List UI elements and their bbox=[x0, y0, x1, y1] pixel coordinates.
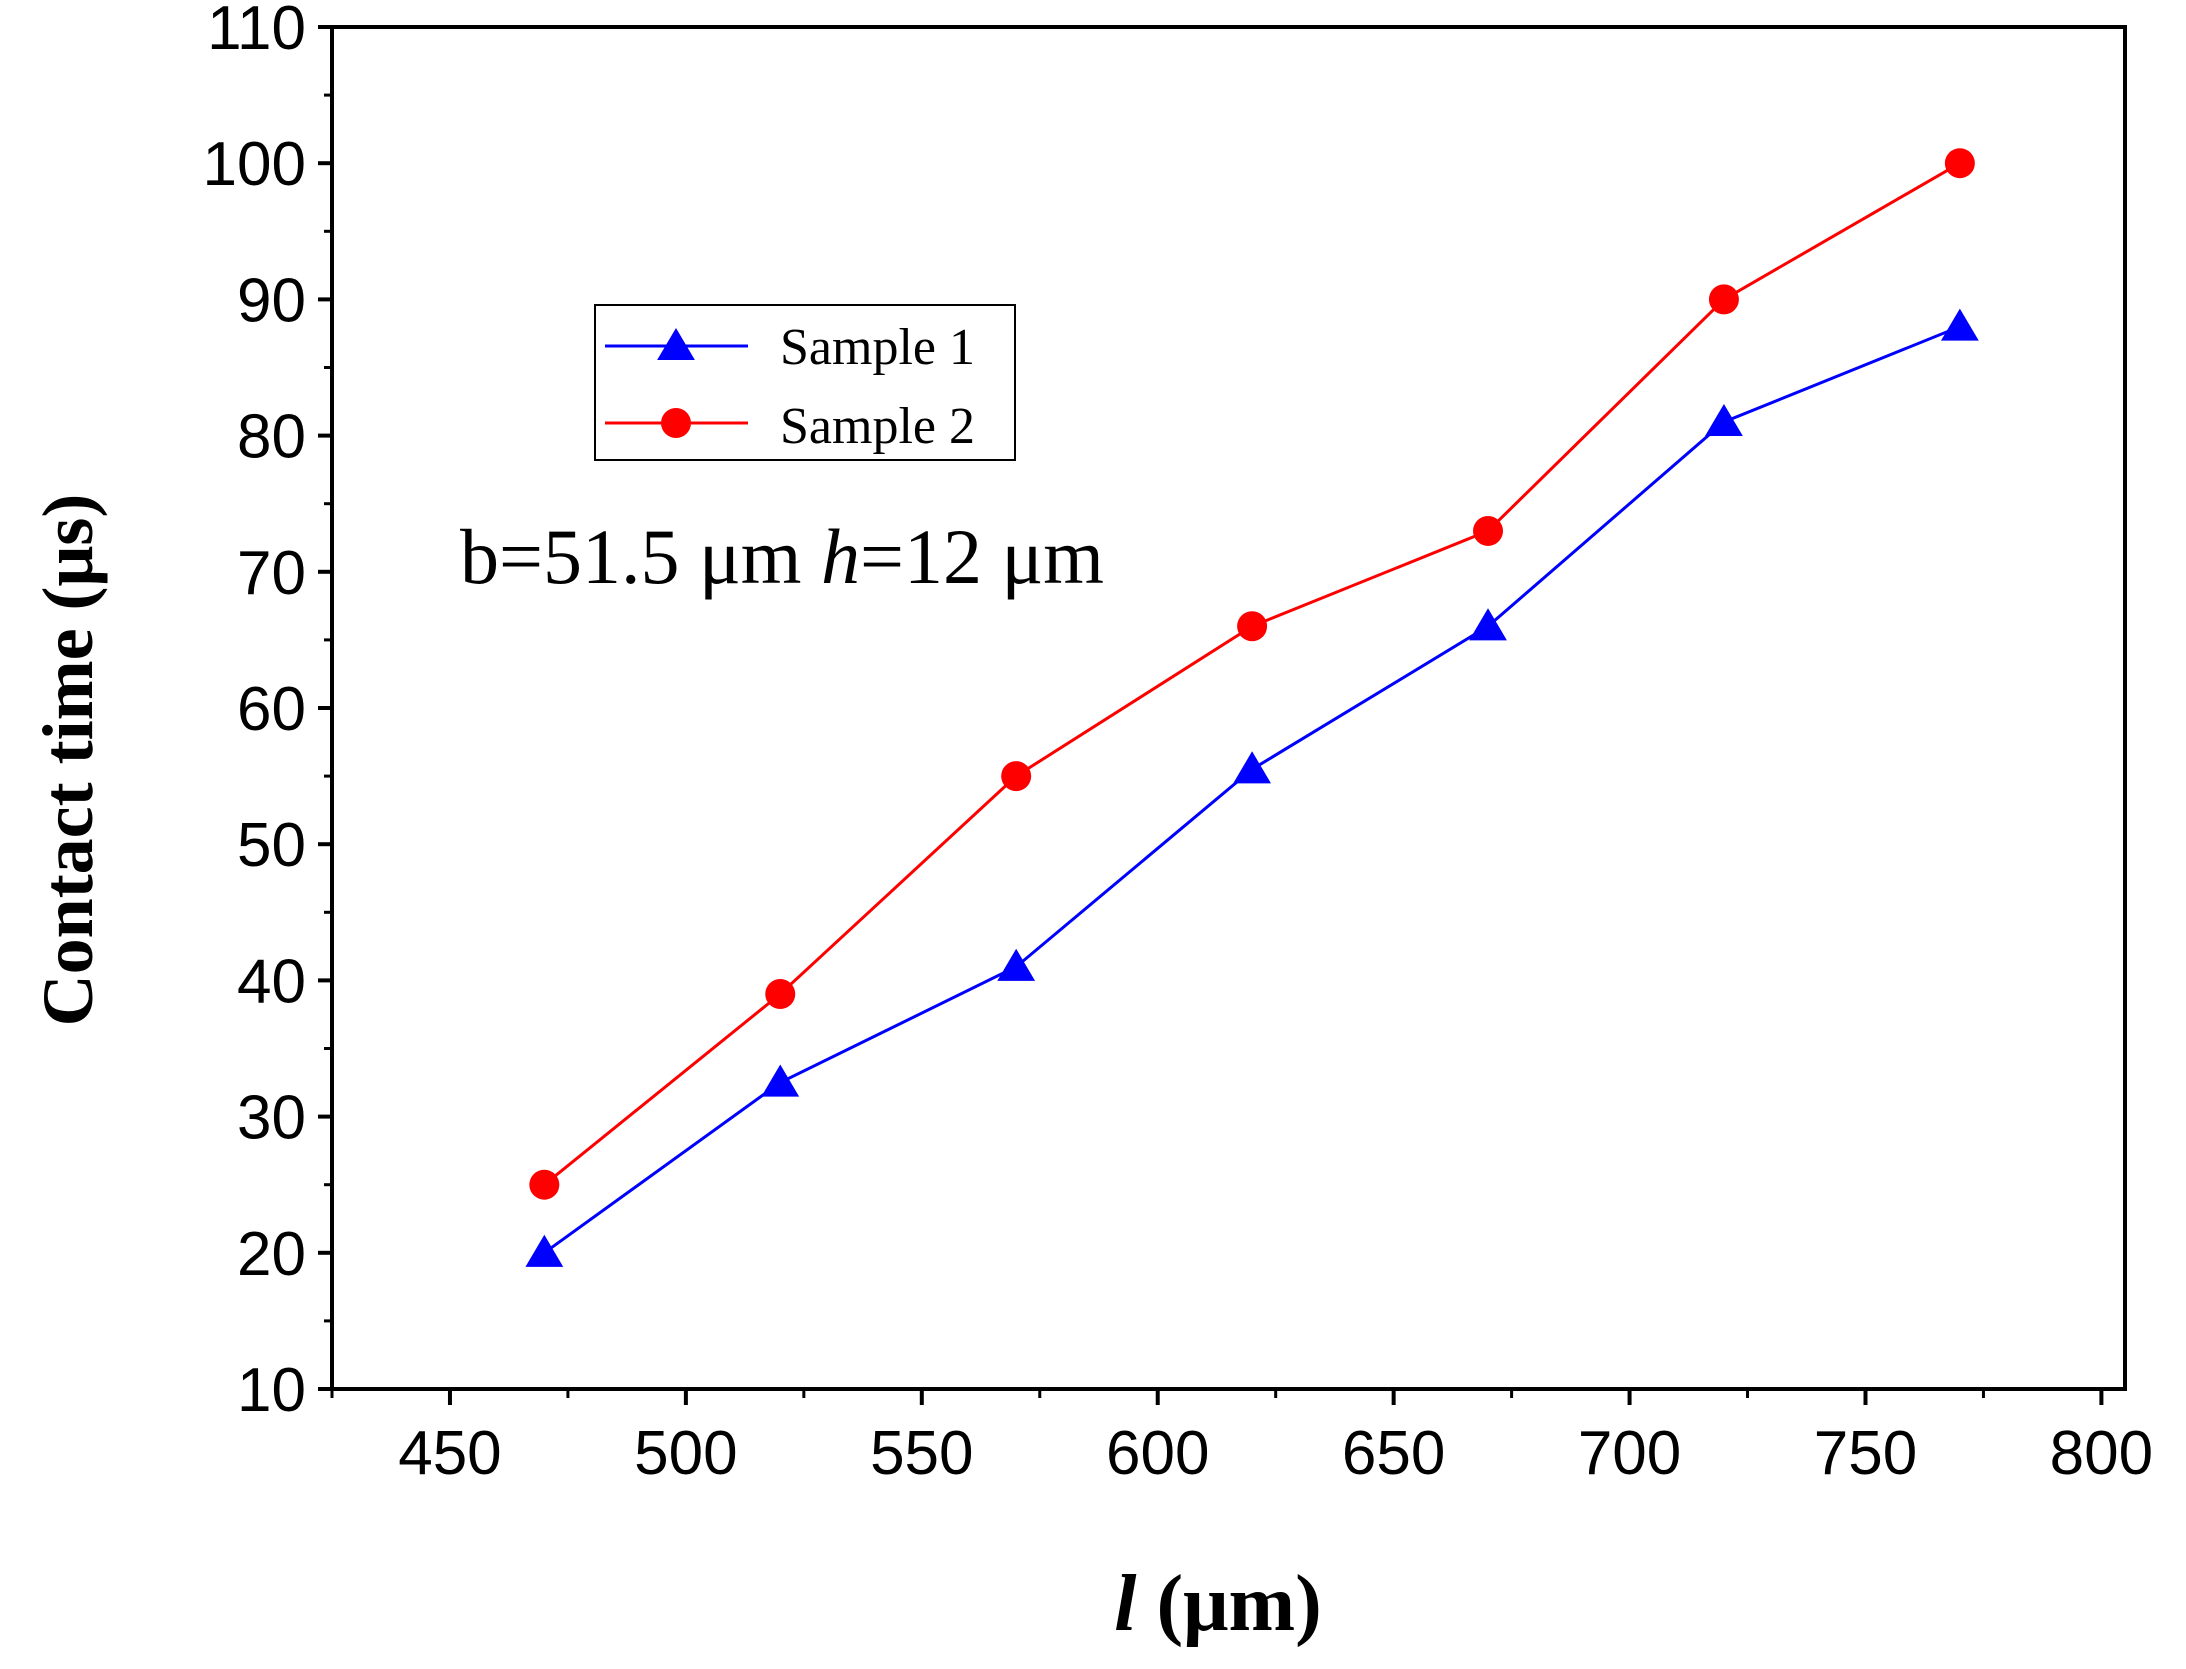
legend: Sample 1 Sample 2 bbox=[594, 304, 1016, 461]
x-tick-label: 600 bbox=[1106, 1419, 1209, 1488]
legend-label-sample-2: Sample 2 bbox=[780, 398, 975, 455]
data-point-sample-1 bbox=[1233, 751, 1271, 784]
annotation-part2: =12 μm bbox=[860, 513, 1104, 600]
y-tick-label: 60 bbox=[237, 675, 306, 744]
parameter-annotation: b=51.5 μm h=12 μm bbox=[460, 513, 1104, 600]
series-layer bbox=[525, 148, 1979, 1267]
x-tick-label: 750 bbox=[1814, 1419, 1917, 1488]
data-point-sample-2 bbox=[1237, 611, 1268, 642]
x-tick-label: 800 bbox=[2050, 1419, 2153, 1488]
y-axis: 10 20 30 40 50 60 70 80 90 100 110 bbox=[203, 0, 332, 1425]
series-line-sample-1 bbox=[543, 325, 1961, 1255]
y-tick-label: 100 bbox=[203, 130, 306, 199]
x-tick-label: 650 bbox=[1342, 1419, 1445, 1488]
y-tick-label: 110 bbox=[207, 0, 306, 63]
data-point-sample-2 bbox=[1708, 284, 1739, 315]
y-axis-title: Contact time (μs) bbox=[28, 494, 108, 1027]
y-tick-label: 80 bbox=[237, 403, 306, 472]
x-axis-title-var: l bbox=[1114, 1560, 1137, 1648]
x-tick-label: 450 bbox=[398, 1419, 501, 1488]
legend-box bbox=[594, 304, 1016, 461]
x-axis-title-unit: (μm) bbox=[1136, 1560, 1321, 1648]
annotation-part1: b=51.5 μm bbox=[460, 513, 821, 600]
data-point-sample-1 bbox=[997, 948, 1036, 981]
data-point-sample-2 bbox=[765, 979, 796, 1010]
data-point-sample-1 bbox=[1940, 308, 1979, 341]
data-point-sample-1 bbox=[1705, 403, 1743, 437]
y-tick-label: 50 bbox=[237, 811, 306, 880]
y-tick-label: 10 bbox=[237, 1356, 306, 1425]
plot-frame bbox=[330, 25, 2127, 1391]
x-tick-label: 500 bbox=[634, 1419, 737, 1488]
legend-marker-sample-2 bbox=[661, 408, 691, 438]
data-point-sample-1 bbox=[761, 1064, 800, 1097]
data-point-sample-2 bbox=[1001, 761, 1032, 792]
legend-marker-sample-1 bbox=[657, 328, 695, 361]
y-tick-label: 30 bbox=[237, 1084, 306, 1153]
data-point-sample-2 bbox=[1944, 148, 1975, 179]
x-axis: 450 500 550 600 650 700 750 800 bbox=[330, 1389, 2153, 1488]
y-tick-label: 70 bbox=[237, 539, 306, 608]
data-point-sample-2 bbox=[1473, 515, 1504, 546]
legend-label-sample-1: Sample 1 bbox=[780, 319, 975, 376]
x-tick-label: 700 bbox=[1578, 1419, 1681, 1488]
y-tick-label: 90 bbox=[237, 266, 306, 335]
x-axis-title: l (μm) bbox=[1114, 1560, 1322, 1648]
annotation-var: h bbox=[821, 513, 860, 600]
data-point-sample-1 bbox=[1469, 608, 1507, 641]
y-tick-label: 40 bbox=[237, 947, 306, 1016]
data-point-sample-1 bbox=[525, 1234, 564, 1267]
x-tick-label: 550 bbox=[870, 1419, 973, 1488]
data-point-sample-2 bbox=[529, 1169, 560, 1200]
y-tick-label: 20 bbox=[237, 1220, 306, 1289]
